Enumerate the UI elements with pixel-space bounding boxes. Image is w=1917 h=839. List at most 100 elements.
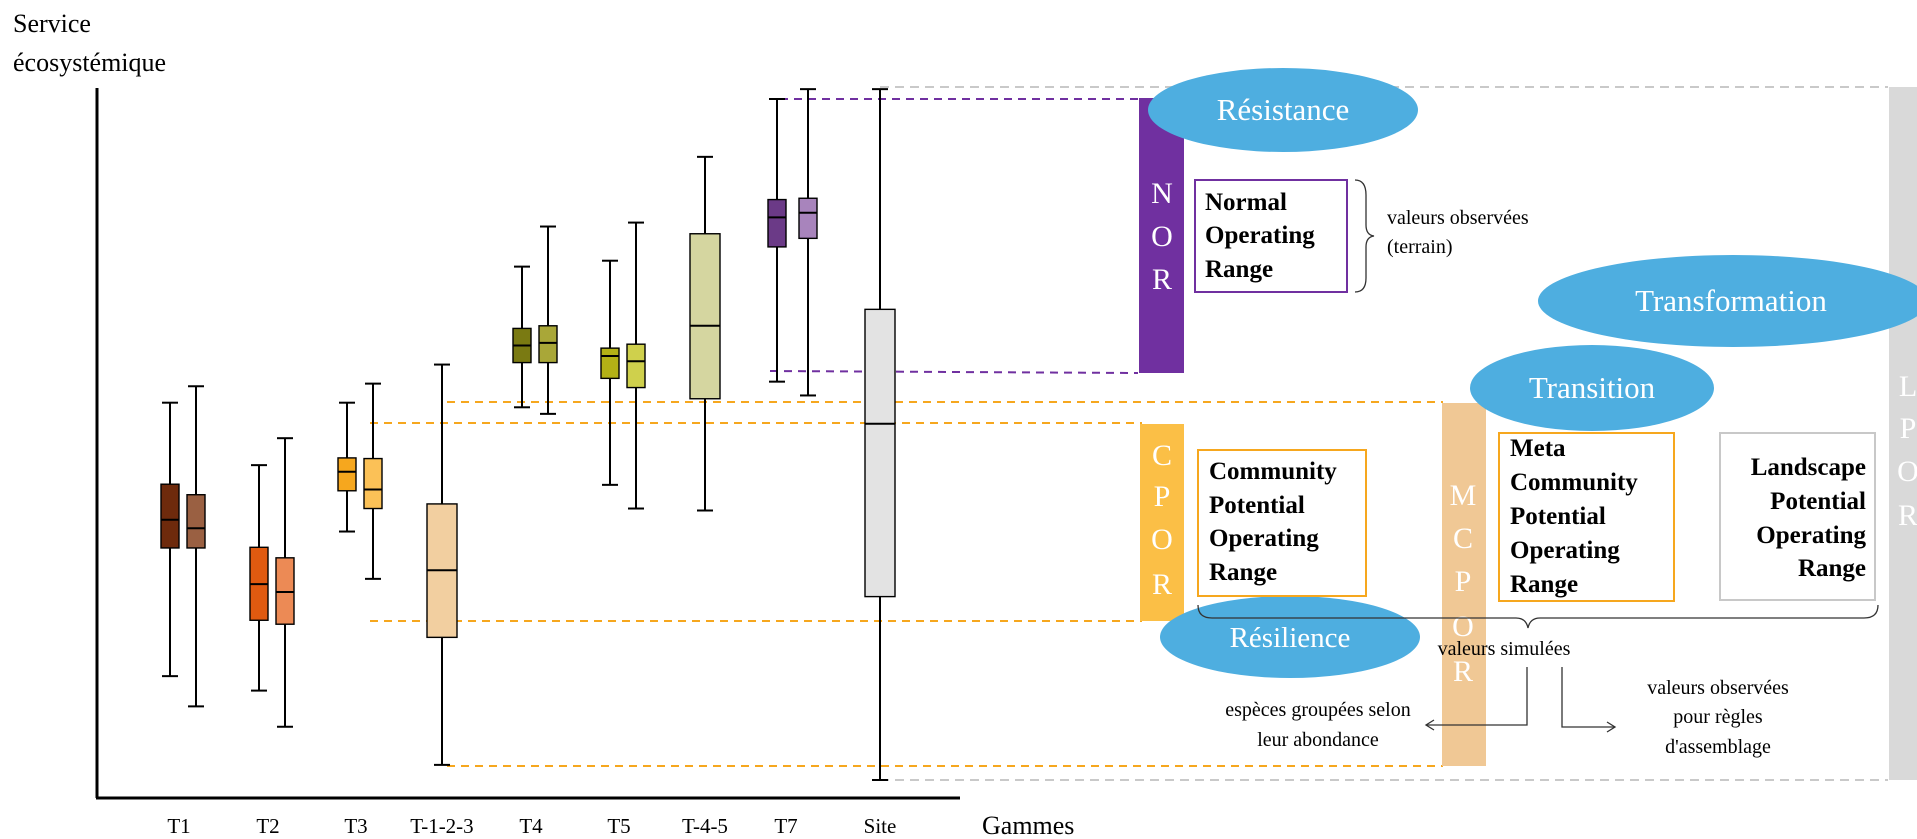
box-t4-2-box [538, 325, 558, 364]
box-t3-2-box [363, 457, 383, 510]
cpor-letter-1: C [1152, 439, 1172, 472]
lpor-letter-1: L [1899, 370, 1917, 403]
grouped-label-line1: espèces groupées selon [1225, 699, 1411, 721]
nor-box-line3: Range [1205, 256, 1273, 283]
mcpor-box [1498, 432, 1675, 602]
lpor-box-line4: Range [1798, 555, 1866, 582]
boxplots [160, 88, 896, 781]
guide-nor-bottom [769, 370, 1139, 374]
lpor-box [1719, 432, 1876, 601]
y-axis-label-line2: écosystémique [13, 48, 166, 77]
lpor-box-line1: Landscape [1751, 454, 1866, 481]
mcpor-bar-letters: M C P O R [1450, 479, 1477, 688]
tick-label-t-4-5: T-4-5 [682, 814, 728, 838]
cpor-box-line2: Potential [1209, 492, 1305, 519]
operating-range-boxes: Normal Operating Range Community Potenti… [1194, 179, 1876, 602]
nor-box-line2: Operating [1205, 222, 1315, 249]
mcpor-box-line4: Operating [1510, 537, 1620, 564]
lpor-letter-4: R [1898, 499, 1917, 532]
tick-label-site: Site [864, 814, 897, 838]
resilience-label: Résilience [1230, 622, 1351, 654]
tick-label-t-1-2-3: T-1-2-3 [410, 814, 473, 838]
nor-box [1194, 179, 1348, 293]
tick-label-t2: T2 [256, 814, 279, 838]
box-site-box [864, 308, 896, 598]
resistance-label: Résistance [1217, 92, 1350, 127]
mcpor-box-line5: Range [1510, 571, 1578, 598]
nor-letter-1: N [1151, 177, 1173, 210]
transition-ellipse [1470, 345, 1714, 431]
lpor-bar [1889, 87, 1917, 780]
box-t3-1 [337, 401, 357, 533]
lpor-bar-letters: L P O R [1897, 370, 1917, 532]
rules-label-line2: pour règles [1673, 706, 1763, 728]
box-t2-1 [249, 464, 269, 692]
box-t1-1-box [160, 483, 180, 549]
y-axis-label-line1: Service [13, 9, 91, 38]
simulated-brace [1197, 604, 1879, 629]
rules-label-line3: d'assemblage [1665, 736, 1771, 758]
rules-label-line1: valeurs observées [1647, 677, 1789, 699]
cpor-box-line3: Operating [1209, 525, 1319, 552]
box-t1-2-box [186, 494, 206, 549]
box-t-4-5 [689, 155, 721, 512]
grouped-arrow-head [1424, 719, 1435, 731]
box-t1-2 [186, 385, 206, 708]
guide-lines [370, 86, 1888, 781]
box-t1-1 [160, 401, 180, 678]
tick-label-t3: T3 [344, 814, 367, 838]
axes: Service écosystémique Gammes [13, 9, 1074, 839]
observed-label-line2: (terrain) [1387, 236, 1453, 258]
box-t7-1 [767, 98, 787, 383]
cpor-bar-letters: C P O R [1151, 439, 1173, 601]
cpor-letter-2: P [1154, 480, 1171, 513]
cpor-box [1197, 449, 1367, 597]
transformation-ellipse [1538, 255, 1917, 347]
box-t-4-5-box [689, 233, 721, 400]
transition-label: Transition [1529, 370, 1656, 405]
lpor-box-line3: Operating [1756, 522, 1866, 549]
box-t4-1 [512, 265, 532, 409]
lpor-letter-2: P [1900, 412, 1917, 445]
rules-arrow-head [1606, 721, 1617, 733]
tick-label-t7: T7 [774, 814, 797, 838]
grouped-label-line2: leur abondance [1257, 729, 1379, 751]
mcpor-letter-2: C [1453, 522, 1473, 555]
mcpor-letter-1: M [1450, 479, 1477, 512]
mcpor-box-line1: Meta [1510, 435, 1566, 462]
rules-arrow [1561, 667, 1615, 728]
box-t3-1-box [337, 457, 357, 492]
transformation-label: Transformation [1635, 283, 1827, 318]
box-t5-1 [600, 259, 620, 486]
annotations: valeurs observées (terrain) valeurs simu… [1225, 207, 1789, 758]
range-bars: N O R C P O R M C P O R L P O R [1139, 87, 1917, 780]
cpor-letter-4: R [1152, 568, 1172, 601]
cpor-box-line1: Community [1209, 458, 1337, 485]
box-t7-2 [798, 88, 818, 397]
grouped-arrow [1426, 667, 1528, 726]
resilience-ellipse [1160, 596, 1420, 678]
box-t2-2 [275, 437, 295, 728]
resistance-ellipse [1148, 68, 1418, 152]
mcpor-box-line2: Community [1510, 469, 1638, 496]
box-t-1-2-3 [426, 363, 458, 766]
nor-bar [1139, 98, 1184, 373]
braces-and-arrows [1197, 179, 1879, 733]
tick-labels: T1 T2 T3 T-1-2-3 T4 T5 T-4-5 T7 Site [167, 814, 896, 838]
box-t3-2 [363, 382, 383, 580]
box-t7-2-box [798, 197, 818, 240]
box-t5-2 [626, 221, 646, 510]
cpor-box-line4: Range [1209, 559, 1277, 586]
observed-label-line1: valeurs observées [1387, 207, 1529, 229]
tick-label-t5: T5 [607, 814, 630, 838]
lpor-box-line2: Potential [1770, 488, 1866, 515]
mcpor-letter-3: P [1455, 565, 1472, 598]
tick-label-t1: T1 [167, 814, 190, 838]
ellipses: Résistance Transformation Transition Rés… [1148, 68, 1917, 678]
box-t4-2 [538, 225, 558, 415]
x-axis-label: Gammes [982, 811, 1074, 839]
box-t7-1-box [767, 198, 787, 248]
observed-brace [1354, 179, 1375, 293]
nor-letter-2: O [1151, 220, 1173, 253]
